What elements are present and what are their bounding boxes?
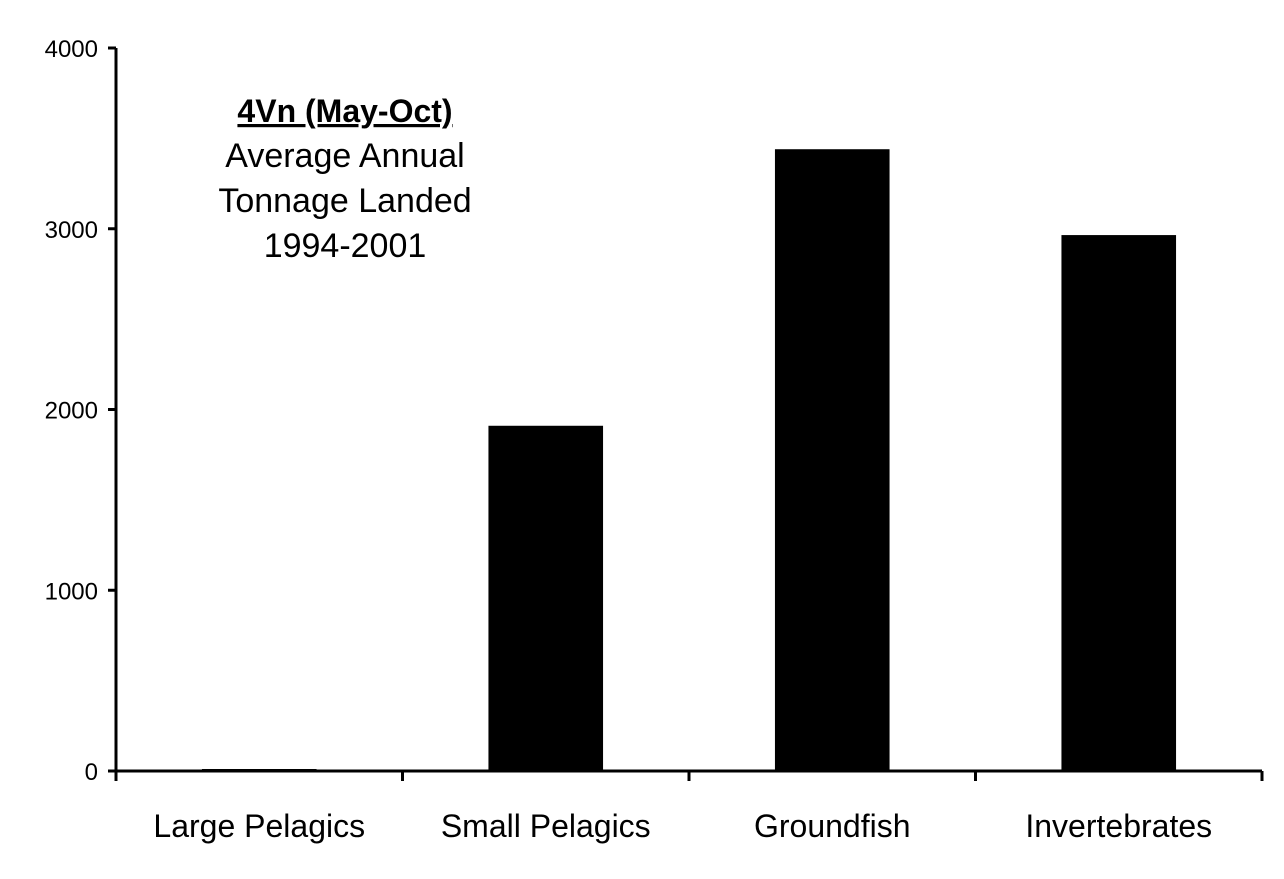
x-category-label: Groundfish xyxy=(754,808,911,844)
chart-title-block: 4Vn (May-Oct) Average Annual Tonnage Lan… xyxy=(218,93,471,265)
y-ticks-group: 0 1000 2000 3000 4000 xyxy=(45,36,116,786)
y-tick-label: 0 xyxy=(85,759,98,786)
bar-groundfish xyxy=(774,149,890,772)
chart-subtitle-line-1: Average Annual xyxy=(225,137,464,175)
bars-group xyxy=(201,149,1177,772)
y-tick-label: 1000 xyxy=(45,578,98,605)
chart-subtitle-line-3: 1994-2001 xyxy=(264,227,427,265)
chart-title: 4Vn (May-Oct) xyxy=(237,93,452,129)
chart-subtitle-line-2: Tonnage Landed xyxy=(218,182,471,220)
x-ticks-group: Large Pelagics Small Pelagics Groundfish In… xyxy=(114,771,1264,844)
bar-invertebrates xyxy=(1061,235,1177,772)
y-tick-label: 4000 xyxy=(45,36,98,63)
x-category-label: Small Pelagics xyxy=(441,808,651,844)
x-category-label: Large Pelagics xyxy=(153,808,365,844)
y-tick-label: 2000 xyxy=(45,398,98,425)
x-category-label: Invertebrates xyxy=(1025,808,1212,844)
y-tick-label: 3000 xyxy=(45,217,98,244)
bar-small-pelagics xyxy=(488,425,604,771)
